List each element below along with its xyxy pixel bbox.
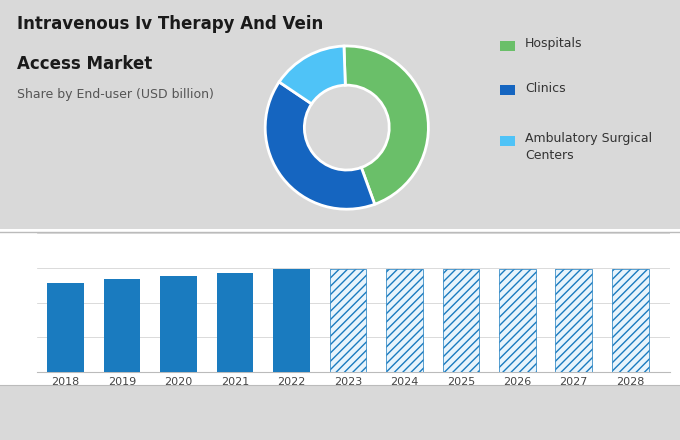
Bar: [556, 269, 592, 372]
Text: 2018 : USD: 2018 : USD: [343, 397, 426, 411]
Text: Intravenous Iv Therapy And Vein: Intravenous Iv Therapy And Vein: [17, 15, 323, 33]
Text: Centers: Centers: [525, 149, 574, 162]
Text: |: |: [326, 394, 333, 414]
Bar: [48, 282, 84, 372]
Wedge shape: [279, 46, 345, 104]
Wedge shape: [344, 46, 428, 204]
Bar: [104, 279, 141, 372]
Bar: [612, 269, 649, 372]
Text: www.technavio.com: www.technavio.com: [288, 427, 392, 437]
Bar: [273, 269, 310, 372]
Text: 10.19 billion: 10.19 billion: [399, 396, 502, 411]
Text: Clinics: Clinics: [525, 81, 566, 95]
Bar: [217, 273, 254, 372]
Text: Ambulatory Surgical: Ambulatory Surgical: [525, 132, 652, 145]
Text: Hospitals Segment: Hospitals Segment: [17, 397, 148, 411]
Bar: [499, 269, 536, 372]
Text: Hospitals: Hospitals: [525, 37, 583, 51]
Text: Share by End-user (USD billion): Share by End-user (USD billion): [17, 88, 214, 101]
Bar: [386, 269, 423, 372]
Wedge shape: [265, 82, 375, 209]
Bar: [443, 269, 479, 372]
Bar: [160, 276, 197, 372]
Bar: [330, 269, 367, 372]
Text: Access Market: Access Market: [17, 55, 152, 73]
